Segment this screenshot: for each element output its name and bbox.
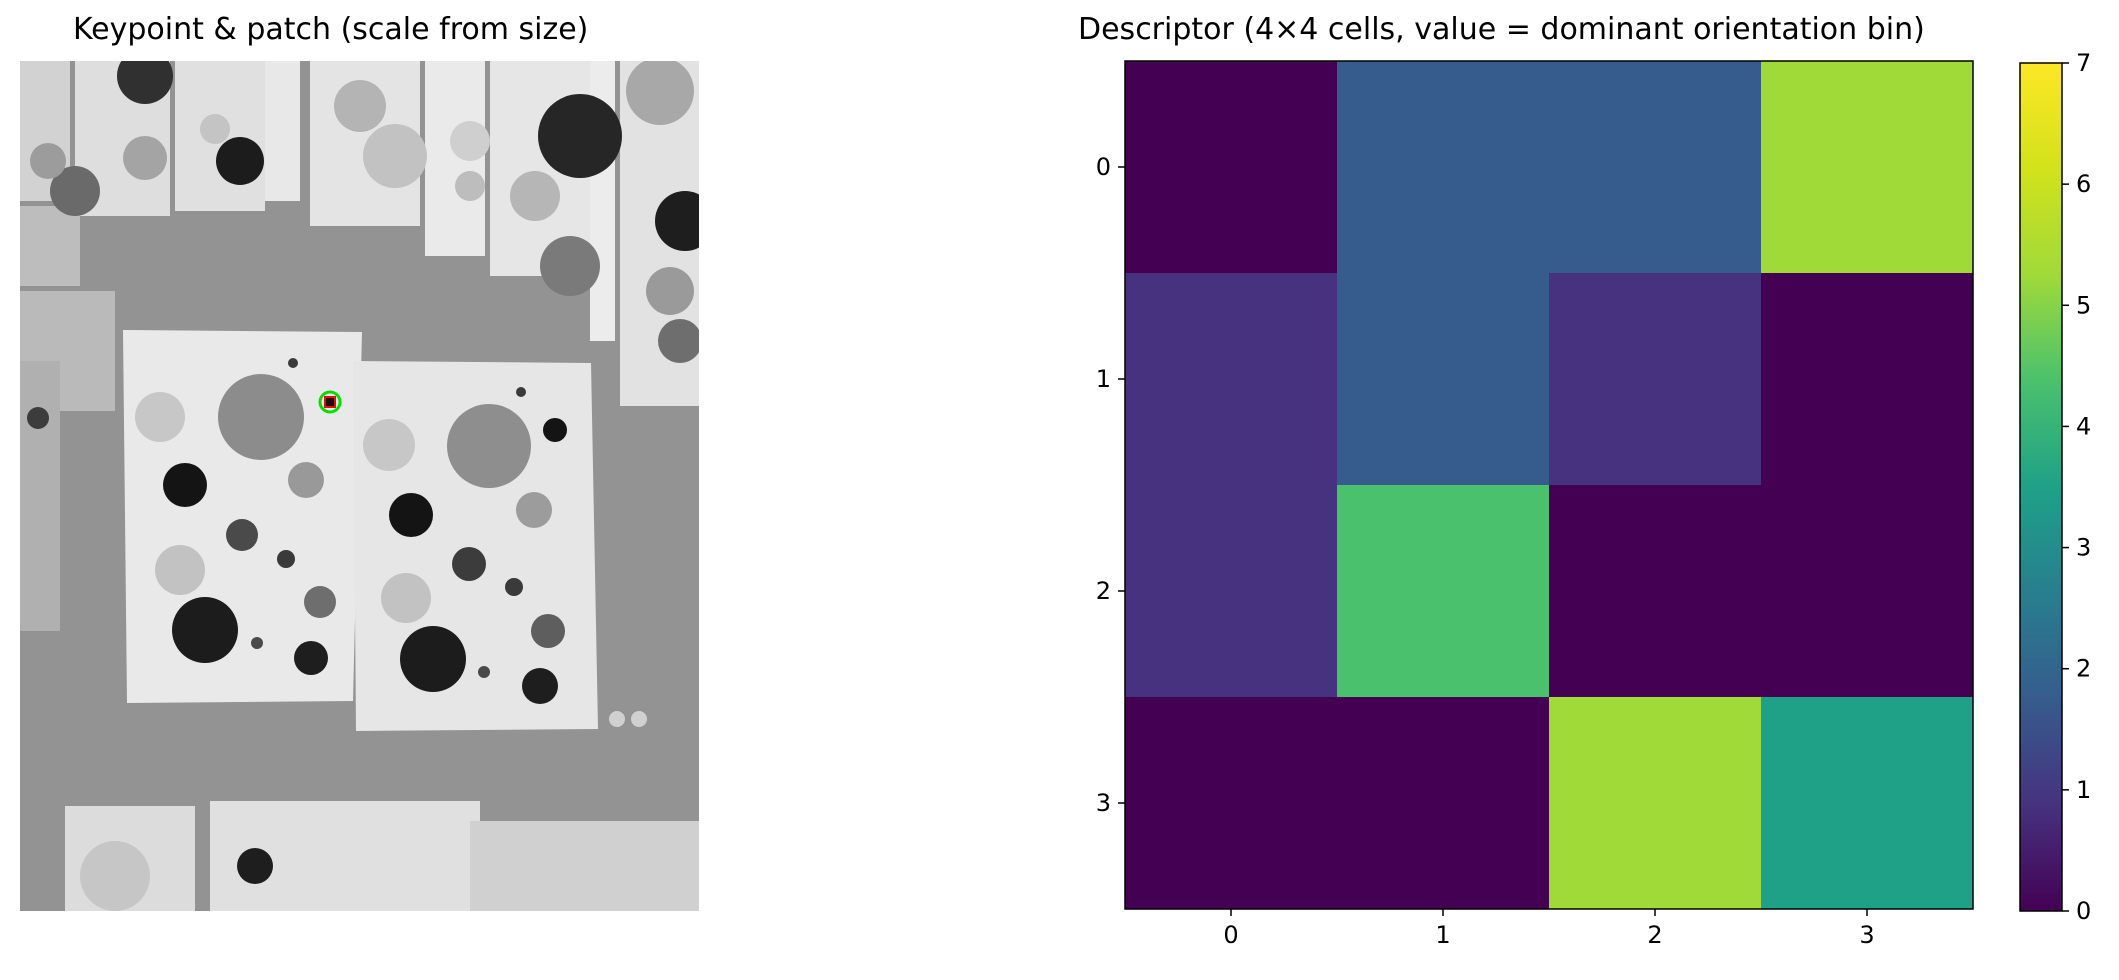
colorbar-tick-label: 6	[2076, 170, 2091, 198]
colorbar: 0 1 2 3 4 5 6 7	[2019, 49, 2091, 925]
heatmap-cell-1-0	[1125, 273, 1338, 486]
heatmap-cell-0-2	[1549, 61, 1762, 274]
left-panel-title: Keypoint & patch (scale from size)	[73, 12, 589, 47]
calibration-card-left	[123, 330, 362, 703]
y-tick-label: 0	[1096, 153, 1111, 181]
colorbar-tick-label: 7	[2076, 49, 2091, 77]
heatmap-cell-2-3	[1761, 485, 1974, 698]
heatmap-cell-3-2	[1549, 697, 1762, 910]
heatmap-cell-2-2	[1549, 485, 1762, 698]
colorbar-tick-label: 5	[2076, 291, 2091, 319]
heatmap-cell-2-1	[1337, 485, 1550, 698]
heatmap-frame	[1124, 60, 1974, 910]
colorbar-gradient	[2019, 62, 2063, 912]
colorbar-tick-label: 3	[2076, 534, 2091, 562]
colorbar-tick-label: 2	[2076, 655, 2091, 683]
descriptor-heatmap: 0 1 2 3 0 1 2 3	[1096, 60, 1974, 949]
heatmap-cell-0-0	[1125, 61, 1338, 274]
x-tick-label: 1	[1435, 921, 1450, 949]
background-cards	[20, 61, 699, 911]
heatmap-cell-3-3	[1761, 697, 1974, 910]
y-tick-label: 3	[1096, 789, 1111, 817]
colorbar-tick-label: 4	[2076, 412, 2091, 440]
y-tick-label: 2	[1096, 577, 1111, 605]
colorbar-tick-label: 1	[2076, 776, 2091, 804]
keypoint-marker	[318, 390, 342, 414]
heatmap-cell-1-3	[1761, 273, 1974, 486]
colorbar-tick-label: 0	[2076, 897, 2091, 925]
calibration-card-right	[353, 361, 647, 731]
heatmap-cell-3-1	[1337, 697, 1550, 910]
heatmap-cell-1-1	[1337, 273, 1550, 486]
keypoint-image	[20, 61, 699, 911]
y-tick-label: 1	[1096, 365, 1111, 393]
heatmap-cell-0-3	[1761, 61, 1974, 274]
heatmap-cell-2-0	[1125, 485, 1338, 698]
x-tick-label: 2	[1647, 921, 1662, 949]
heatmap-title: Descriptor (4×4 cells, value = dominant …	[1078, 12, 1925, 47]
heatmap-cell-1-2	[1549, 273, 1762, 486]
heatmap-cell-0-1	[1337, 61, 1550, 274]
x-tick-label: 0	[1223, 921, 1238, 949]
x-tick-label: 3	[1859, 921, 1874, 949]
heatmap-cell-3-0	[1125, 697, 1338, 910]
